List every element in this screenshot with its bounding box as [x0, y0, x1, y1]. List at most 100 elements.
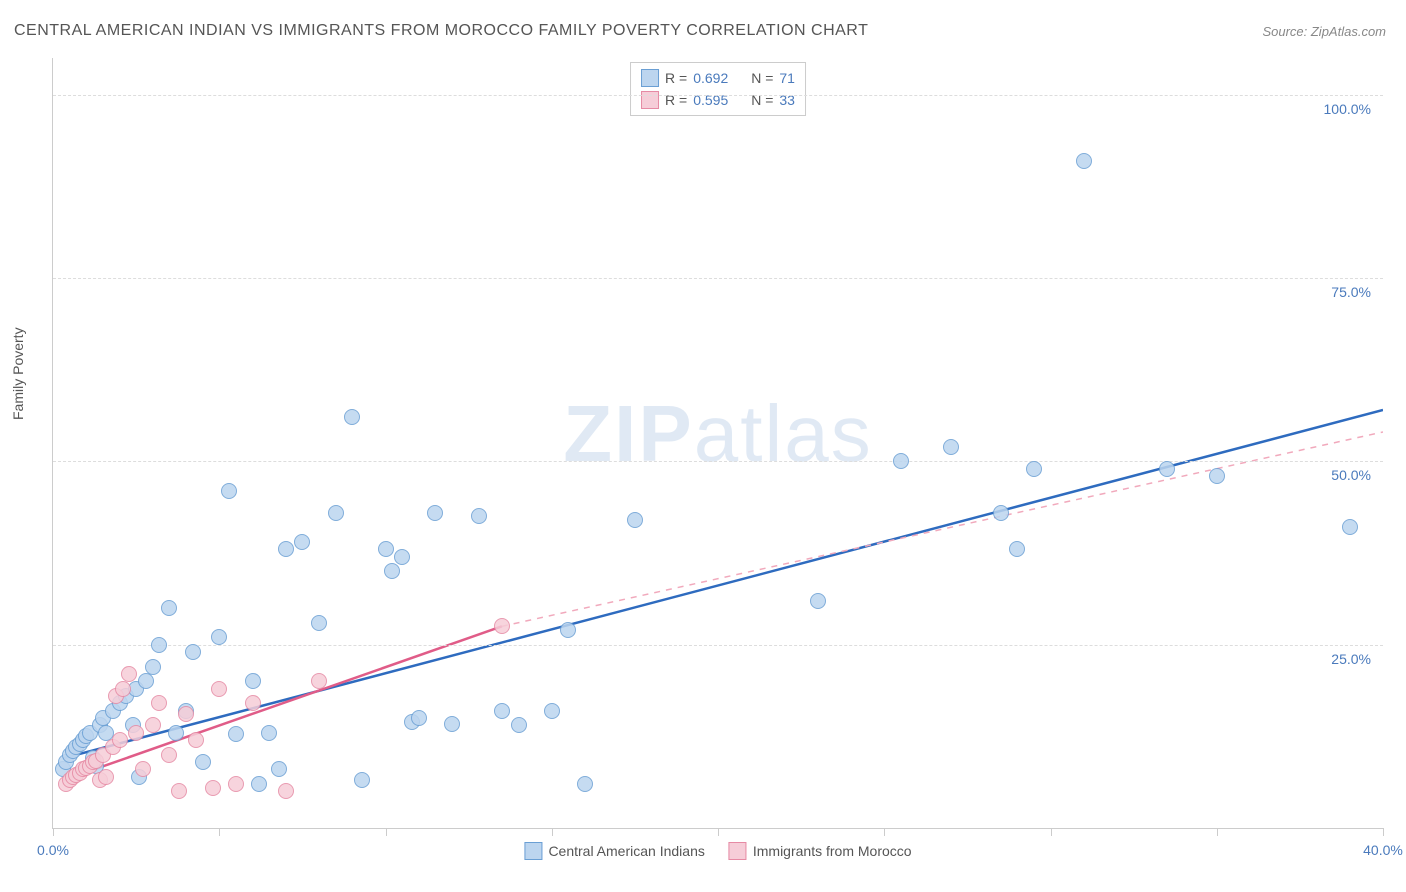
scatter-point [251, 776, 267, 792]
legend-series-name: Immigrants from Morocco [753, 843, 912, 859]
scatter-point [121, 666, 137, 682]
gridline [53, 461, 1383, 462]
legend-bottom-item: Immigrants from Morocco [729, 842, 912, 860]
scatter-point [178, 706, 194, 722]
scatter-point [354, 772, 370, 788]
scatter-point [810, 593, 826, 609]
scatter-point [168, 725, 184, 741]
y-tick-label: 25.0% [1331, 651, 1371, 667]
scatter-point [427, 505, 443, 521]
y-tick-label: 75.0% [1331, 284, 1371, 300]
scatter-point [195, 754, 211, 770]
scatter-point [378, 541, 394, 557]
scatter-point [221, 483, 237, 499]
scatter-point [344, 409, 360, 425]
x-tick [1383, 828, 1384, 836]
y-axis-label: Family Poverty [10, 327, 26, 420]
scatter-point [145, 717, 161, 733]
scatter-point [560, 622, 576, 638]
scatter-point [161, 747, 177, 763]
scatter-point [128, 725, 144, 741]
chart-title: CENTRAL AMERICAN INDIAN VS IMMIGRANTS FR… [14, 22, 868, 40]
scatter-point [494, 618, 510, 634]
scatter-point [384, 563, 400, 579]
x-tick [1051, 828, 1052, 836]
legend-n-value: 71 [779, 70, 795, 86]
legend-n-label: N = [751, 70, 773, 86]
legend-r-value: 0.692 [693, 70, 745, 86]
scatter-point [138, 673, 154, 689]
scatter-point [1076, 153, 1092, 169]
gridline [53, 278, 1383, 279]
scatter-point [151, 637, 167, 653]
scatter-point [1009, 541, 1025, 557]
legend-bottom: Central American Indians Immigrants from… [524, 842, 911, 860]
scatter-point [311, 615, 327, 631]
scatter-point [311, 673, 327, 689]
scatter-point [1159, 461, 1175, 477]
scatter-point [471, 508, 487, 524]
scatter-point [993, 505, 1009, 521]
scatter-point [98, 769, 114, 785]
scatter-point [577, 776, 593, 792]
scatter-point [943, 439, 959, 455]
scatter-point [245, 673, 261, 689]
x-tick [53, 828, 54, 836]
watermark: ZIPatlas [563, 388, 872, 480]
scatter-point [261, 725, 277, 741]
x-tick [718, 828, 719, 836]
scatter-point [145, 659, 161, 675]
scatter-point [228, 726, 244, 742]
scatter-point [171, 783, 187, 799]
legend-series-name: Central American Indians [548, 843, 704, 859]
chart-plot-area: ZIPatlas R = 0.692 N = 71 R = 0.595 N = … [52, 58, 1383, 829]
x-tick-label: 40.0% [1363, 842, 1403, 858]
source-label: Source: ZipAtlas.com [1262, 24, 1386, 39]
scatter-point [112, 732, 128, 748]
scatter-point [1342, 519, 1358, 535]
scatter-point [294, 534, 310, 550]
scatter-point [1209, 468, 1225, 484]
x-tick-label: 0.0% [37, 842, 69, 858]
scatter-point [161, 600, 177, 616]
scatter-point [1026, 461, 1042, 477]
scatter-point [115, 681, 131, 697]
legend-top-row: R = 0.692 N = 71 [641, 67, 795, 89]
scatter-point [135, 761, 151, 777]
scatter-point [511, 717, 527, 733]
legend-bottom-item: Central American Indians [524, 842, 704, 860]
scatter-point [205, 780, 221, 796]
scatter-point [188, 732, 204, 748]
scatter-point [245, 695, 261, 711]
scatter-point [394, 549, 410, 565]
y-tick-label: 100.0% [1324, 101, 1371, 117]
legend-swatch [641, 69, 659, 87]
scatter-point [278, 541, 294, 557]
scatter-point [627, 512, 643, 528]
legend-r-label: R = [665, 70, 687, 86]
gridline [53, 95, 1383, 96]
scatter-point [211, 629, 227, 645]
scatter-point [494, 703, 510, 719]
legend-swatch [729, 842, 747, 860]
scatter-point [185, 644, 201, 660]
legend-top-row: R = 0.595 N = 33 [641, 89, 795, 111]
scatter-point [328, 505, 344, 521]
x-tick [219, 828, 220, 836]
scatter-point [411, 710, 427, 726]
scatter-point [211, 681, 227, 697]
scatter-point [271, 761, 287, 777]
gridline [53, 645, 1383, 646]
watermark-bold: ZIP [563, 389, 693, 478]
y-tick-label: 50.0% [1331, 467, 1371, 483]
legend-top-box: R = 0.692 N = 71 R = 0.595 N = 33 [630, 62, 806, 116]
watermark-light: atlas [694, 389, 873, 478]
x-tick [884, 828, 885, 836]
scatter-point [278, 783, 294, 799]
x-tick [1217, 828, 1218, 836]
x-tick [552, 828, 553, 836]
x-tick [386, 828, 387, 836]
legend-swatch [524, 842, 542, 860]
trend-lines-svg [53, 58, 1383, 828]
scatter-point [893, 453, 909, 469]
